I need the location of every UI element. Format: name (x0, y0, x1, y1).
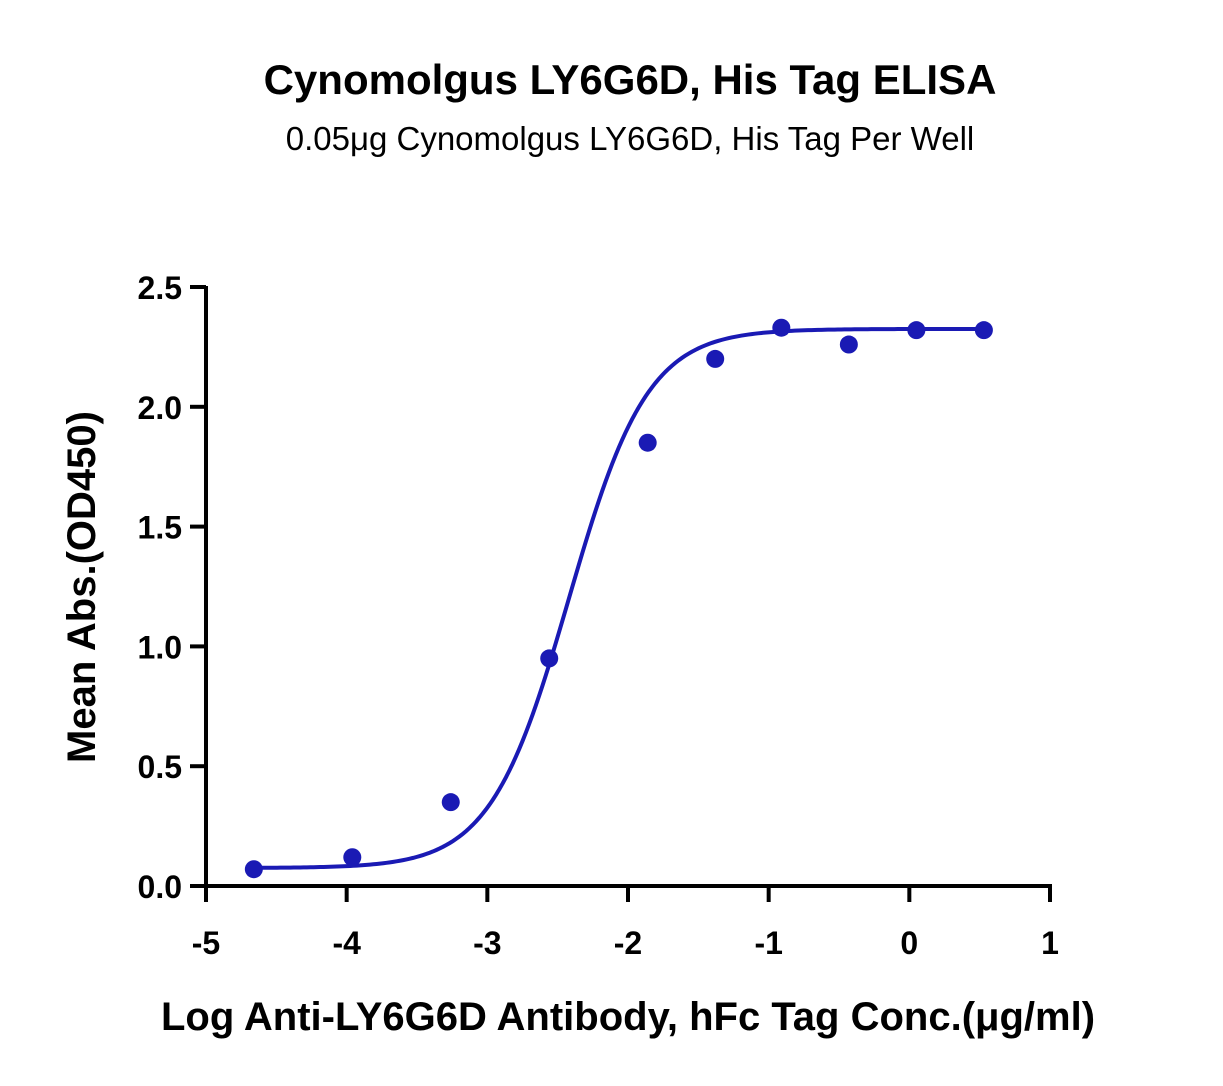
y-tick-label: 2.0 (138, 390, 182, 426)
y-axis-label: Mean Abs.(OD450) (60, 411, 104, 763)
tick-labels: -5 -4 -3 -2 -1 0 1 0.0 0.5 1.0 1.5 2.0 2.5 (138, 270, 1059, 961)
x-axis-label: Log Anti-LY6G6D Antibody, hFc Tag Conc.(… (161, 995, 1095, 1039)
x-tick-label: -3 (473, 925, 501, 961)
y-tick-label: 2.5 (138, 270, 182, 306)
data-points (244, 318, 993, 879)
y-tick-label: 1.5 (138, 510, 182, 546)
fit-curve (253, 326, 984, 870)
x-tick-label: 0 (900, 925, 918, 961)
y-tick-label: 0.5 (138, 749, 182, 785)
data-point (839, 335, 858, 354)
data-point (772, 318, 791, 337)
x-tick-label: -5 (192, 925, 220, 961)
x-tick-label: 1 (1041, 925, 1059, 961)
data-point (907, 321, 926, 340)
axes (204, 286, 1052, 888)
chart-subtitle: 0.05μg Cynomolgus LY6G6D, His Tag Per We… (286, 120, 975, 157)
y-tick-label: 0.0 (138, 869, 182, 905)
x-tick-label: -4 (332, 925, 361, 961)
data-point (343, 848, 362, 867)
data-point (638, 433, 657, 452)
data-point (974, 321, 993, 340)
data-point (540, 649, 559, 668)
x-tick-label: -1 (754, 925, 782, 961)
x-tick-label: -2 (614, 925, 642, 961)
chart-title: Cynomolgus LY6G6D, His Tag ELISA (264, 56, 997, 103)
data-point (244, 860, 263, 879)
tick-marks (190, 285, 1052, 902)
data-point (441, 793, 460, 812)
data-point (706, 349, 725, 368)
y-tick-label: 1.0 (138, 629, 182, 665)
